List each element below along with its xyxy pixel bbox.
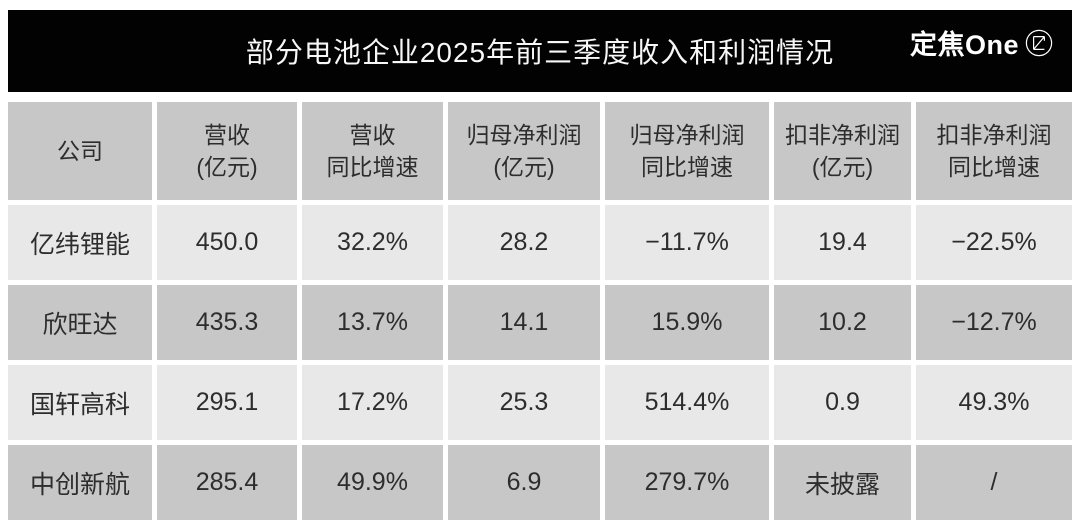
page-title: 部分电池企业2025年前三季度收入和利润情况 [245,37,835,68]
header-cell-revenue: 营收 (亿元) [157,102,297,200]
table-row-yiwei: 亿纬锂能 450.0 32.2% 28.2 −11.7% 19.4 −22.5% [8,205,1072,280]
cell-net-profit-yoy: 514.4% [605,365,769,440]
brand-name: 定焦One [909,30,1019,60]
cell-nongaap-yoy: −22.5% [916,205,1072,280]
cell-revenue-yoy: 17.2% [302,365,443,440]
cell-revenue-yoy: 49.9% [302,445,443,520]
cell-nongaap-profit: 0.9 [774,365,911,440]
header-cell-nongaap-yoy: 扣非净利润 同比增速 [916,102,1072,200]
table-header-row: 公司 营收 (亿元) 营收 同比增速 归母净利润 (亿元) 归母净利润 同比增速… [8,102,1072,200]
header-cell-company: 公司 [8,102,152,200]
cell-net-profit: 6.9 [448,445,600,520]
cell-nongaap-yoy: 49.3% [916,365,1072,440]
cell-company: 国轩高科 [8,365,152,440]
header-cell-net-profit-yoy: 归母净利润 同比增速 [605,102,769,200]
header-cell-revenue-yoy: 营收 同比增速 [302,102,443,200]
cell-revenue-yoy: 32.2% [302,205,443,280]
cell-net-profit: 25.3 [448,365,600,440]
cell-nongaap-profit: 19.4 [774,205,911,280]
cell-revenue-yoy: 13.7% [302,285,443,360]
cell-net-profit-yoy: −11.7% [605,205,769,280]
table-row-xinwangda: 欣旺达 435.3 13.7% 14.1 15.9% 10.2 −12.7% [8,285,1072,360]
cell-nongaap-profit: 未披露 [774,445,911,520]
cell-net-profit-yoy: 279.7% [605,445,769,520]
cell-nongaap-yoy: −12.7% [916,285,1072,360]
cell-revenue: 435.3 [157,285,297,360]
cell-net-profit: 14.1 [448,285,600,360]
cell-company: 中创新航 [8,445,152,520]
cell-revenue: 285.4 [157,445,297,520]
header-cell-net-profit: 归母净利润 (亿元) [448,102,600,200]
header-cell-nongaap-profit: 扣非净利润 (亿元) [774,102,911,200]
cell-revenue: 295.1 [157,365,297,440]
brand-mark: 定焦One [910,23,1054,62]
cell-nongaap-yoy: / [916,445,1072,520]
table-row-guoxuan: 国轩高科 295.1 17.2% 25.3 514.4% 0.9 49.3% [8,365,1072,440]
cell-net-profit: 28.2 [448,205,600,280]
dingjiao-one-circle-logo-icon [1024,28,1054,58]
cell-company: 亿纬锂能 [8,205,152,280]
battery-companies-table: 公司 营收 (亿元) 营收 同比增速 归母净利润 (亿元) 归母净利润 同比增速… [3,97,1077,525]
cell-revenue: 450.0 [157,205,297,280]
title-banner: 部分电池企业2025年前三季度收入和利润情况 定焦One [8,10,1072,92]
cell-net-profit-yoy: 15.9% [605,285,769,360]
table-row-zhongchuangxinhang: 中创新航 285.4 49.9% 6.9 279.7% 未披露 / [8,445,1072,520]
cell-nongaap-profit: 10.2 [774,285,911,360]
cell-company: 欣旺达 [8,285,152,360]
